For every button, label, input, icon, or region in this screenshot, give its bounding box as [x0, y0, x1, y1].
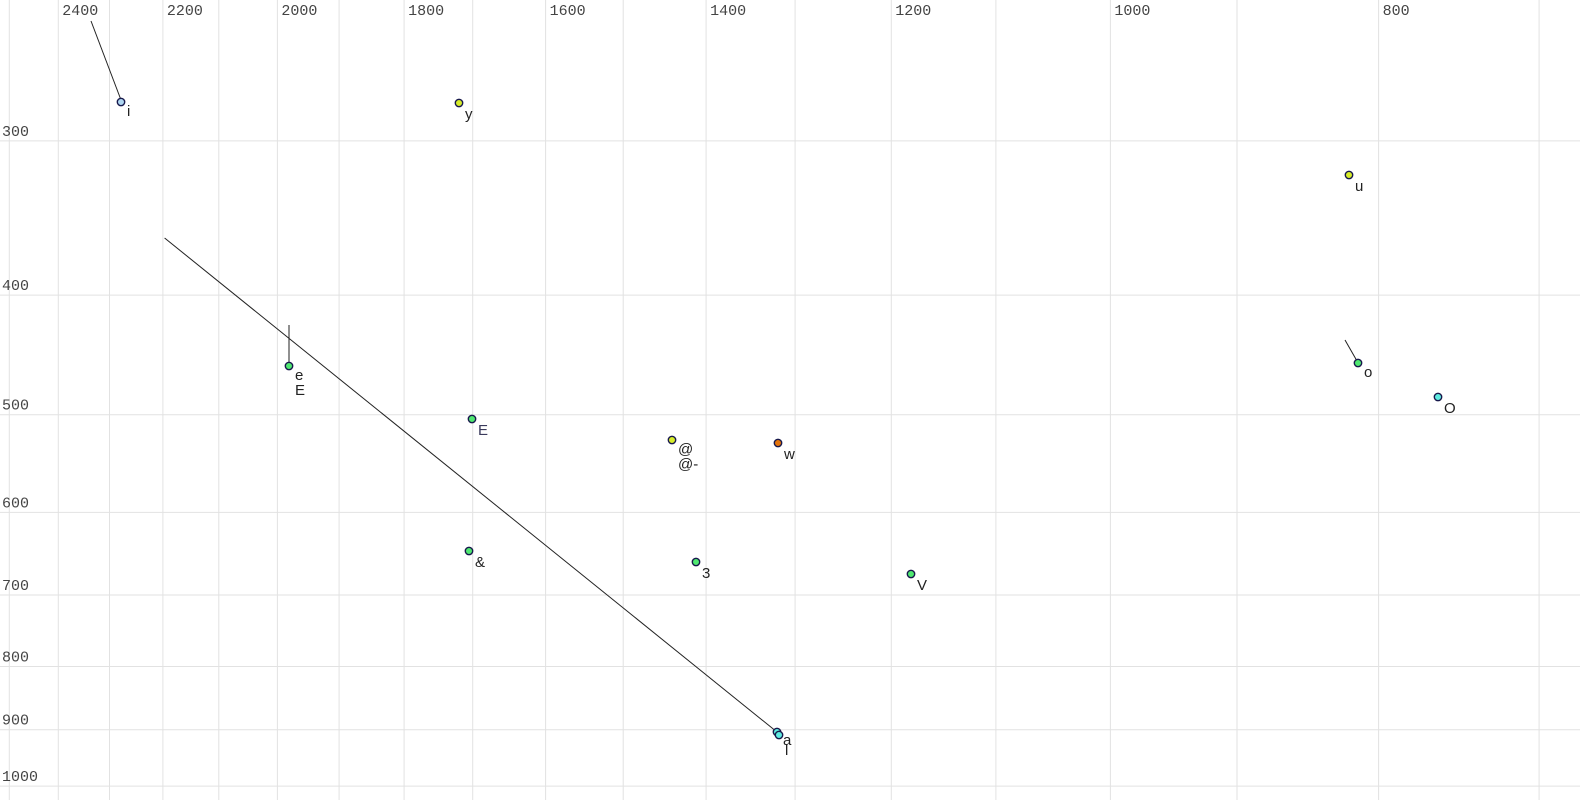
svg-text:800: 800 [2, 650, 29, 667]
svg-text:600: 600 [2, 495, 29, 512]
svg-text:E: E [478, 422, 488, 439]
svg-text:1800: 1800 [408, 3, 444, 20]
svg-text:l: l [785, 742, 788, 759]
svg-text:700: 700 [2, 578, 29, 595]
svg-text:900: 900 [2, 713, 29, 730]
svg-text:1200: 1200 [895, 3, 931, 20]
svg-text:2200: 2200 [167, 3, 203, 20]
svg-text:1600: 1600 [550, 3, 586, 20]
svg-text:3: 3 [702, 565, 710, 582]
svg-text:@-: @- [678, 456, 698, 473]
svg-text:u: u [1355, 178, 1363, 195]
svg-text:V: V [917, 577, 927, 594]
svg-text:O: O [1444, 400, 1456, 417]
svg-text:1400: 1400 [710, 3, 746, 20]
svg-text:o: o [1364, 364, 1372, 381]
svg-text:2000: 2000 [281, 3, 317, 20]
svg-text:2400: 2400 [62, 3, 98, 20]
svg-text:E: E [295, 382, 305, 399]
svg-text:y: y [465, 106, 473, 123]
svg-text:i: i [127, 103, 130, 120]
svg-text:500: 500 [2, 398, 29, 415]
svg-text:1000: 1000 [2, 769, 38, 786]
svg-text:w: w [783, 446, 795, 463]
svg-text:400: 400 [2, 278, 29, 295]
svg-text:800: 800 [1383, 3, 1410, 20]
svg-text:300: 300 [2, 124, 29, 141]
svg-text:1000: 1000 [1114, 3, 1150, 20]
svg-text:&: & [475, 554, 485, 571]
